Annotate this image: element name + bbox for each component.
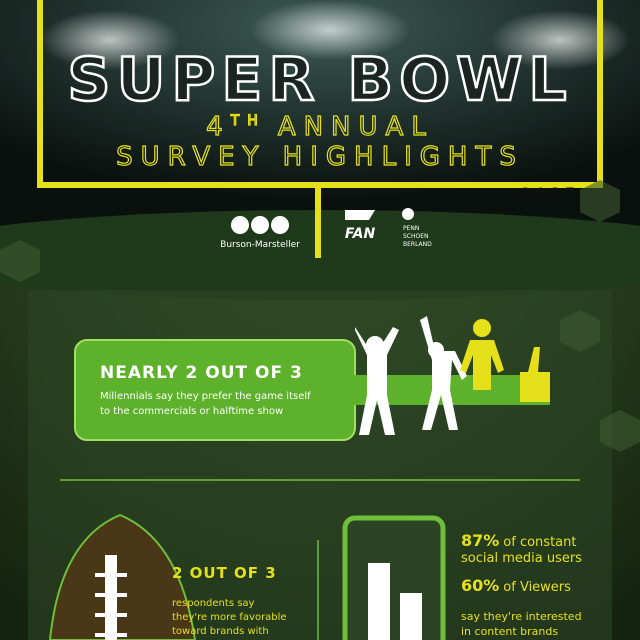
stat-text: in content brands [461, 625, 558, 638]
stat-text: say they're interested [461, 610, 582, 623]
stat-text: social media users [461, 551, 582, 566]
stat-text: toward brands with [172, 626, 269, 637]
sponsor-third: BERLAND [403, 241, 432, 248]
phone-icon [342, 515, 446, 640]
fans-icon [355, 316, 550, 435]
stat-text: 60% of Viewers [461, 576, 571, 595]
highlight-banner [74, 339, 356, 441]
stat-headline: 2 OUT OF 3 [172, 564, 277, 582]
sponsor-first: Burson-Marsteller [220, 240, 300, 250]
stadium-lights [40, 0, 630, 70]
sponsor-logos [231, 208, 414, 234]
stat-figure: 60% [461, 576, 499, 595]
goalpost [37, 0, 603, 258]
subtitle-line2: SURVEY HIGHLIGHTS [116, 142, 524, 172]
stat-figure: 87% [461, 531, 499, 550]
football-icon [48, 513, 197, 640]
hexagon-pattern [0, 180, 640, 452]
stat-text: Millennials say they prefer the game its… [100, 391, 311, 402]
stat-text: 87% of constant [461, 531, 576, 550]
sponsor-third: SCHOEN [403, 233, 429, 240]
sponsor-second: FAN [345, 226, 376, 242]
subtitle-number: 4 [206, 112, 231, 142]
subtitle: 4TH ANNUAL [206, 112, 434, 142]
stat-text: of constant [503, 535, 576, 550]
stat-text: of Viewers [503, 580, 571, 595]
subtitle-suffix: TH [230, 113, 266, 129]
stat-text: they're more favorable [172, 612, 287, 623]
stat-text: to the commercials or halftime show [100, 406, 283, 417]
subtitle-word: ANNUAL [278, 112, 434, 142]
title: SUPER BOWL [67, 45, 572, 115]
stat-text: respondents say [172, 598, 255, 609]
stat-headline: NEARLY 2 OUT OF 3 [100, 363, 303, 383]
year: 2017 [521, 186, 580, 202]
sponsor-third: PENN [403, 225, 419, 232]
